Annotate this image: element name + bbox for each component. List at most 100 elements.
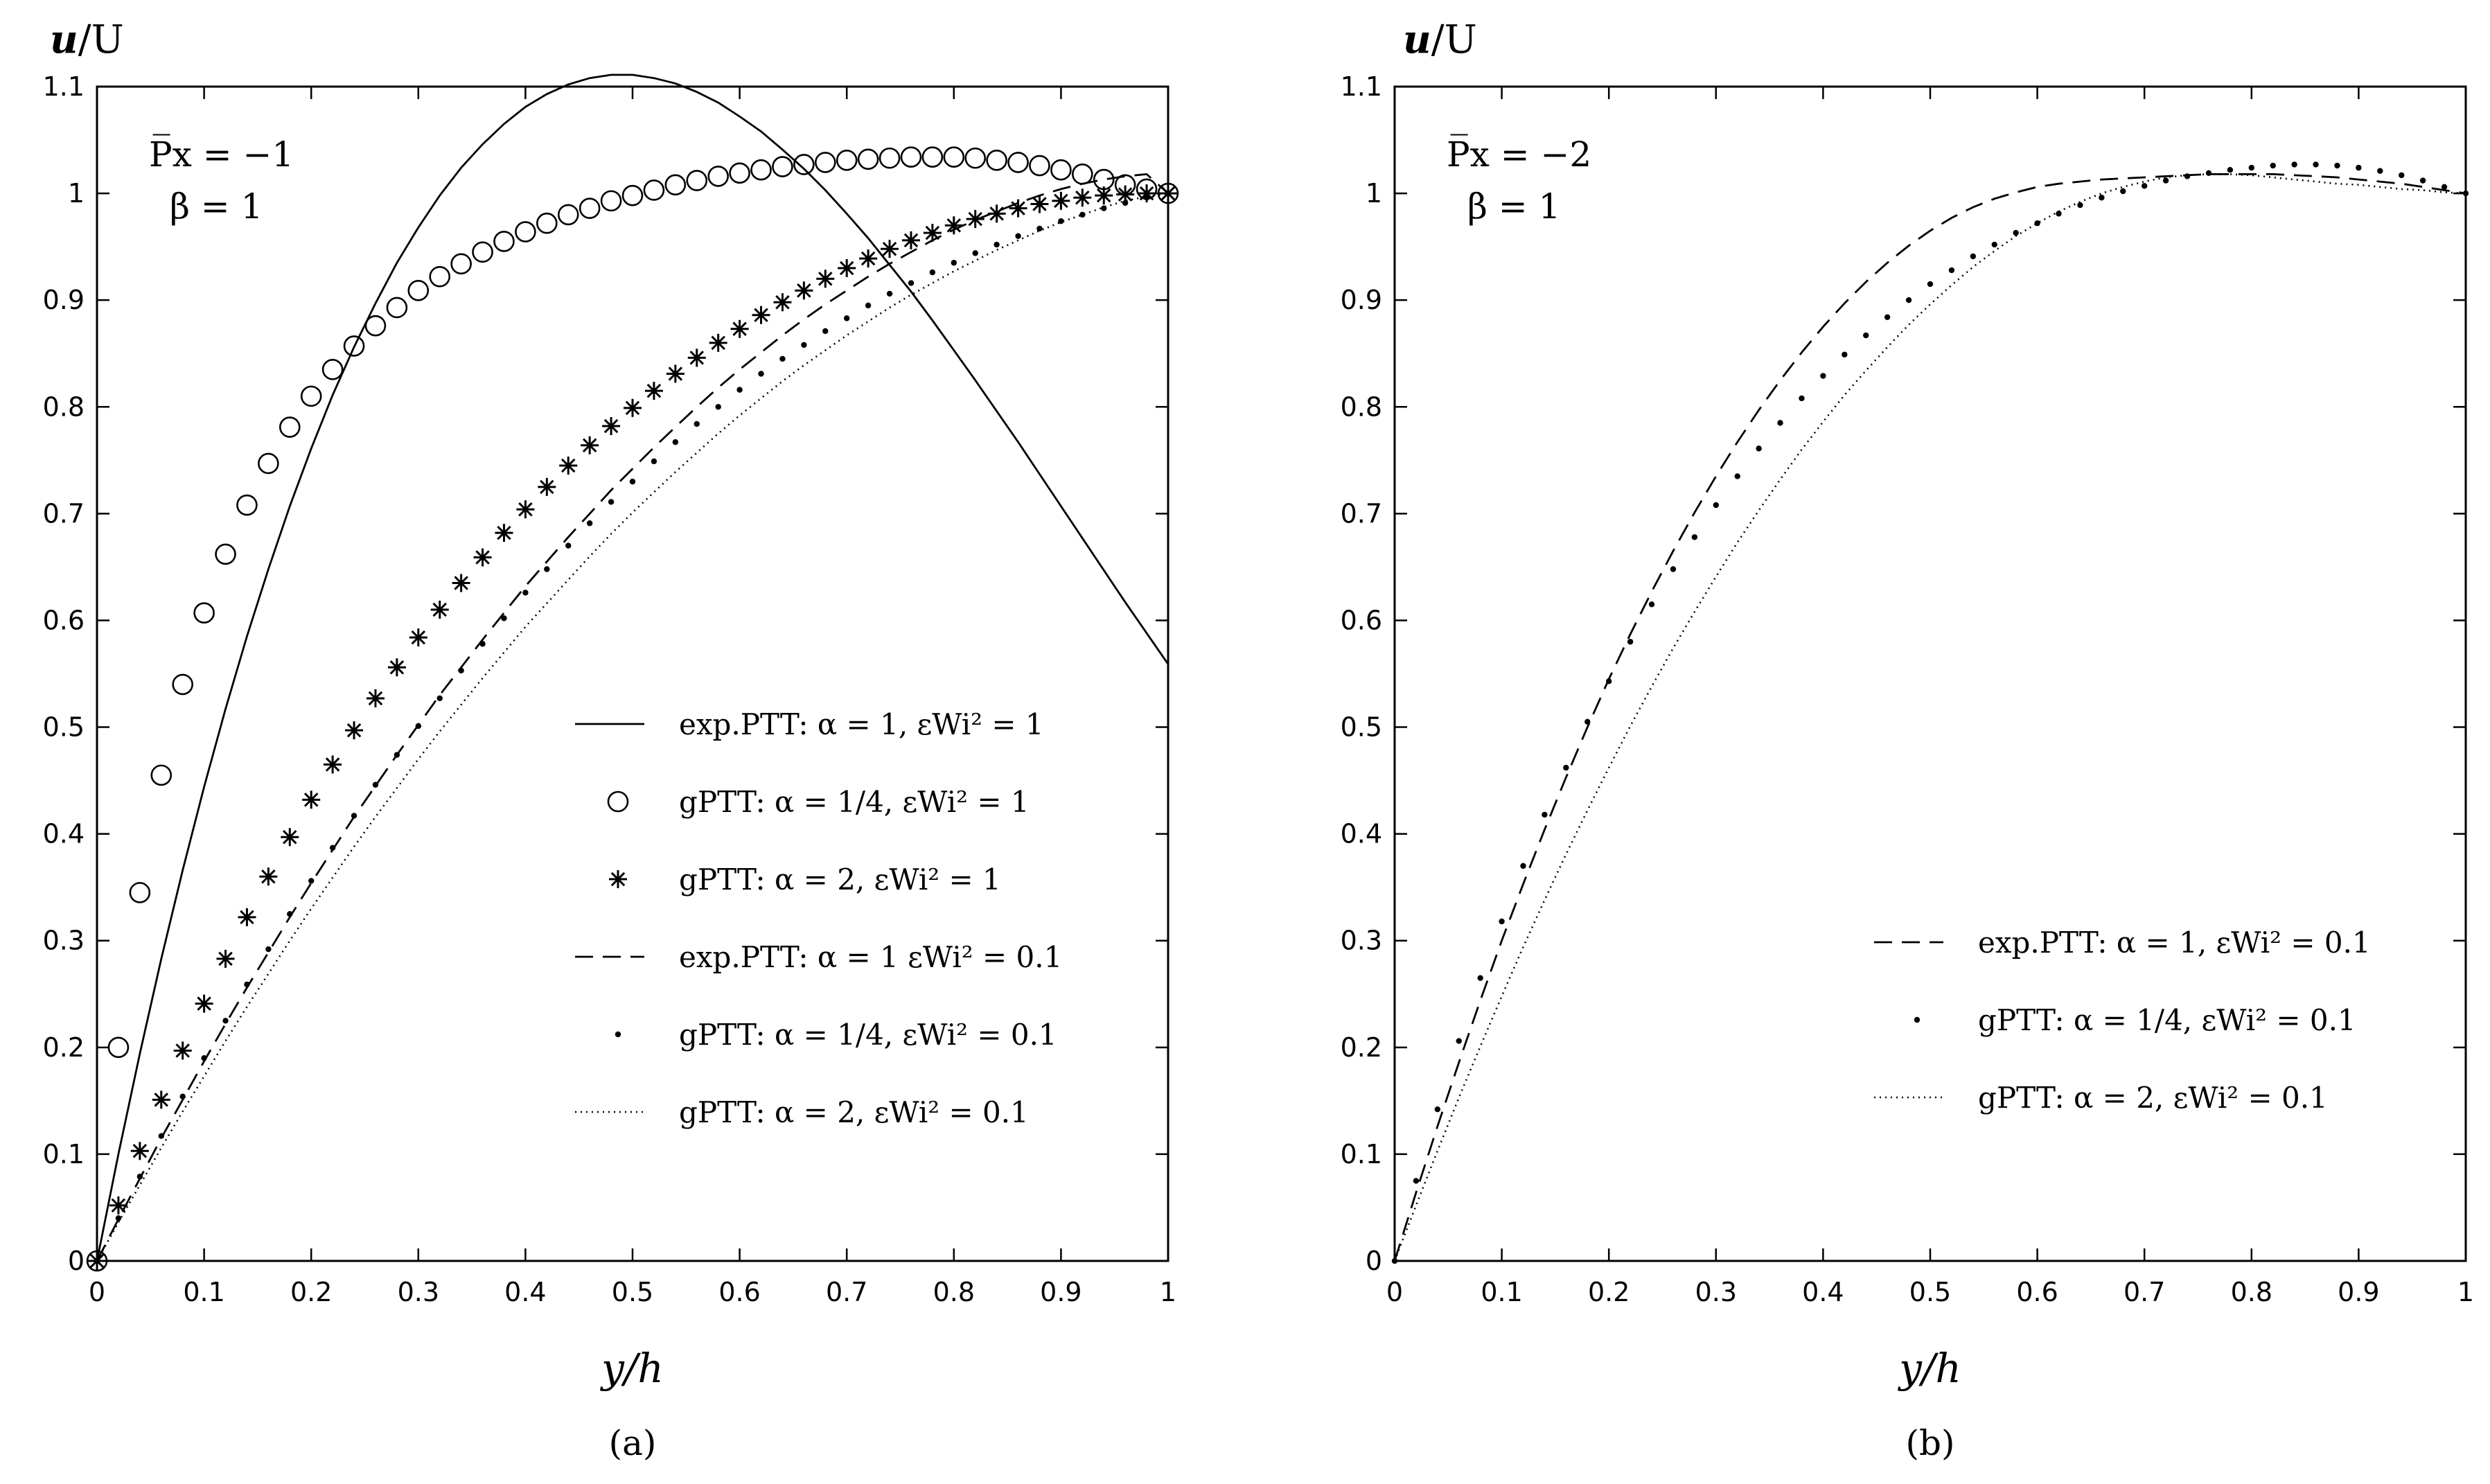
data-point xyxy=(2162,177,2169,184)
data-point xyxy=(1734,473,1740,479)
data-point xyxy=(2120,188,2126,195)
data-point xyxy=(2334,162,2340,169)
data-point xyxy=(173,1041,192,1060)
data-point xyxy=(624,398,642,417)
data-point xyxy=(536,212,558,234)
data-point xyxy=(516,500,535,519)
data-point xyxy=(364,315,387,337)
data-point xyxy=(901,231,920,249)
data-point xyxy=(586,520,593,527)
data-point xyxy=(1029,154,1050,177)
x-tick-label: 1 xyxy=(2457,1277,2474,1307)
data-point xyxy=(201,1055,207,1061)
data-point xyxy=(1670,566,1677,572)
data-point xyxy=(115,1215,122,1221)
data-point xyxy=(158,1133,164,1139)
data-point xyxy=(1884,314,1891,321)
data-point xyxy=(758,371,764,377)
legend-label: exp.PTT: α = 1 εWi² = 0.1 xyxy=(679,940,1062,974)
data-point xyxy=(109,1196,127,1214)
x-tick-label: 0.9 xyxy=(1040,1277,1081,1307)
data-point xyxy=(750,159,772,181)
x-tick-label: 0.7 xyxy=(826,1277,867,1307)
legend-label: exp.PTT: α = 1, εWi² = 0.1 xyxy=(1978,926,2371,960)
data-point xyxy=(2142,183,2148,189)
x-tick-label: 0.6 xyxy=(2016,1277,2058,1307)
data-point xyxy=(1157,182,1179,204)
panel-b-caption: (b) xyxy=(1905,1423,1954,1463)
data-point xyxy=(1713,502,1719,509)
data-point xyxy=(600,190,622,212)
data-point xyxy=(321,359,344,380)
series-dashed xyxy=(96,173,1169,1262)
data-point xyxy=(2227,166,2234,173)
legend-label: gPTT: α = 2, εWi² = 1 xyxy=(679,863,1001,896)
data-point xyxy=(1905,297,1912,303)
y-tick-label: 0 xyxy=(1366,1246,1382,1276)
data-point xyxy=(1052,191,1070,210)
data-point xyxy=(736,387,743,393)
data-point xyxy=(495,524,513,542)
data-point xyxy=(172,673,193,696)
data-point xyxy=(1627,639,1634,645)
x-tick-label: 0.1 xyxy=(183,1277,224,1307)
data-point xyxy=(2184,173,2191,179)
x-tick-label: 0.3 xyxy=(398,1277,439,1307)
legend-label: gPTT: α = 2, εWi² = 0.1 xyxy=(679,1095,1029,1129)
x-tick-label: 0.5 xyxy=(612,1277,653,1307)
data-point xyxy=(479,641,486,647)
data-point xyxy=(686,170,708,191)
legend-swatch xyxy=(1914,1016,1921,1023)
y-tick-label: 0.8 xyxy=(43,391,85,422)
panel-b-series xyxy=(1391,161,2469,1264)
data-point xyxy=(329,845,336,851)
data-point xyxy=(238,908,256,926)
y-tick-label: 1.1 xyxy=(43,71,85,102)
data-point xyxy=(857,148,879,170)
data-point xyxy=(1007,152,1029,173)
data-point xyxy=(878,147,901,169)
data-point xyxy=(865,302,872,309)
data-point xyxy=(966,210,984,229)
legend-item: exp.PTT: α = 1 εWi² = 0.1 xyxy=(575,940,1062,974)
data-point xyxy=(881,240,899,258)
data-point xyxy=(1842,351,1848,357)
legend-swatch xyxy=(609,870,627,888)
data-point xyxy=(1095,186,1113,205)
data-point xyxy=(752,306,770,324)
data-point xyxy=(709,333,727,352)
data-point xyxy=(1073,188,1092,207)
data-point xyxy=(458,667,464,674)
y-tick-label: 0.9 xyxy=(43,285,85,315)
data-point xyxy=(436,695,443,702)
y-tick-label: 0.6 xyxy=(1341,605,1382,635)
data-point xyxy=(944,216,963,235)
data-point xyxy=(1691,534,1698,540)
data-point xyxy=(1927,281,1934,288)
data-point xyxy=(215,543,236,565)
data-point xyxy=(730,319,749,338)
panel-a-ticks: 0 0.1 0.2 0.3 0.4 0.5 0.6 0.7 0.8 0.9 1 0 0.1 0.2 0.3 0… xyxy=(43,71,1177,1307)
data-point xyxy=(2419,177,2426,184)
data-point xyxy=(664,174,687,196)
data-point xyxy=(557,204,579,226)
legend-label: gPTT: α = 1/4, εWi² = 0.1 xyxy=(1978,1003,2356,1037)
data-point xyxy=(801,342,807,348)
data-point xyxy=(351,813,357,819)
data-point xyxy=(565,542,572,549)
y-tick-label: 0.1 xyxy=(43,1139,85,1169)
legend-label: gPTT: α = 1/4, εWi² = 1 xyxy=(679,785,1030,819)
data-point xyxy=(308,878,315,884)
legend-item: gPTT: α = 1/4, εWi² = 0.1 xyxy=(1914,1003,2356,1037)
data-point xyxy=(951,260,957,266)
data-point xyxy=(779,355,786,362)
data-point xyxy=(216,949,235,968)
x-tick-label: 0.9 xyxy=(2338,1277,2379,1307)
data-point xyxy=(672,439,679,445)
data-point xyxy=(621,184,644,206)
data-point xyxy=(1030,195,1049,213)
data-point xyxy=(1799,395,1805,402)
data-point xyxy=(287,911,293,917)
data-point xyxy=(279,416,301,438)
data-point xyxy=(1050,159,1072,181)
